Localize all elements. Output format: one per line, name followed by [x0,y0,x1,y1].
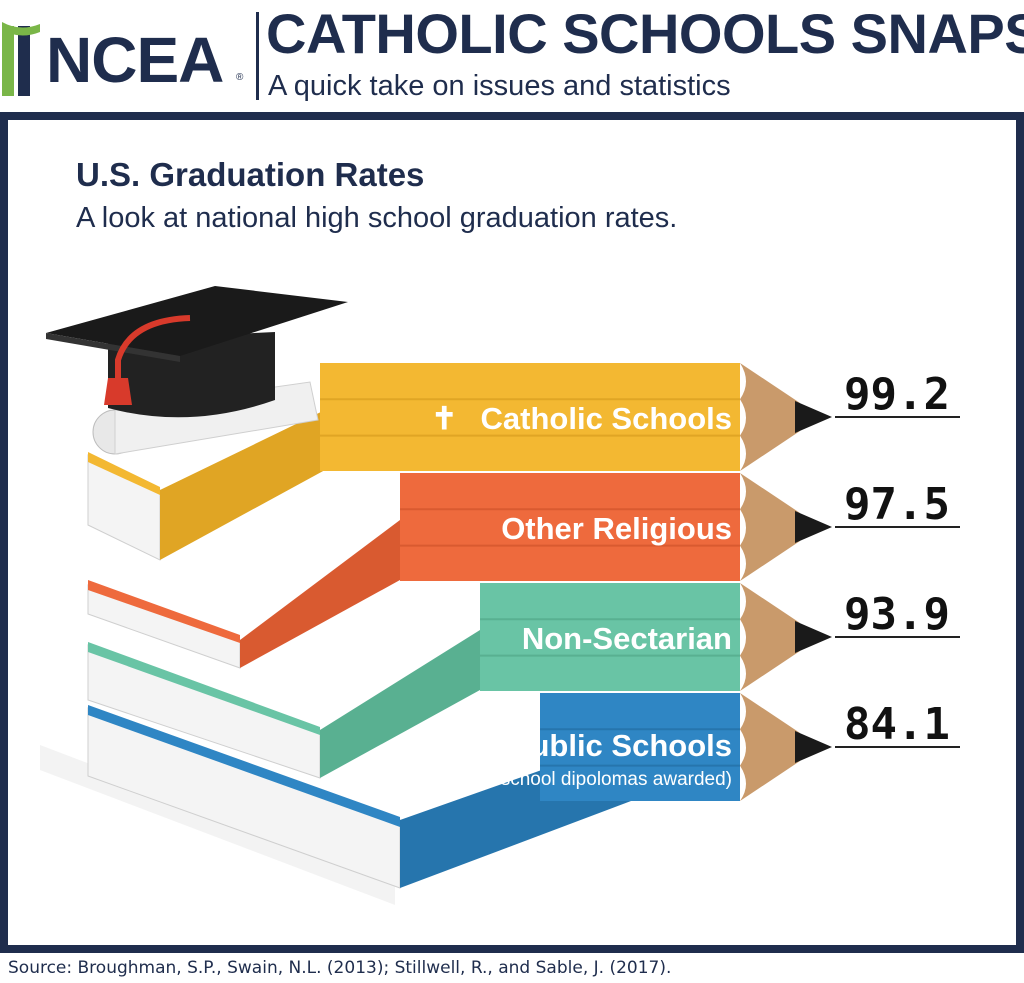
bar-group-catholic: Catholic Schools ✝ 99.2 [320,363,960,471]
pencil-tip-wood [740,473,800,581]
bar-group-public: Public Schools (actual high school dipolo… [397,693,960,801]
page-subtitle: A quick take on issues and statistics [268,70,731,102]
value-label-non-sectarian: 93.9 [844,589,950,640]
bar-label-other-religious: Other Religious [501,511,732,546]
pencil-tip-wood [740,693,800,801]
logo-registered-mark: ® [236,72,244,83]
bar-public [540,693,740,801]
chart-subtitle: A look at national high school graduatio… [76,202,678,234]
value-label-other-religious: 97.5 [844,479,950,530]
page-title: CATHOLIC SCHOOLS SNAPS [266,2,1024,65]
pencil-tip-wood [740,583,800,691]
bar-label-catholic: Catholic Schools [481,401,732,436]
pencil-tip-lead [795,401,832,433]
source-citation: Source: Broughman, S.P., Swain, N.L. (20… [8,958,672,978]
pencil-tip-lead [795,731,832,763]
ncea-logo: NCEA ® [0,8,250,103]
pencil-tip-wood [740,363,800,471]
bar-catholic [320,363,740,471]
pencil-tip-lead [795,511,832,543]
graduation-cap-icon [46,286,348,418]
bars-layer: Catholic Schools ✝ 99.2 Other Religious 97.5… [320,363,960,801]
bar-group-non-sectarian: Non-Sectarian 93.9 [480,583,960,691]
bar-label-public: Public Schools [510,728,732,763]
bar-other-religious [400,473,740,581]
bar-note-public: (actual high school dipolomas awarded) [397,769,732,790]
cross-icon: ✝ [431,401,457,436]
logo-mark-icon [2,22,40,96]
header-divider [256,12,259,100]
pencil-tip-lead [795,621,832,653]
bar-label-non-sectarian: Non-Sectarian [522,621,732,656]
bar-non-sectarian [480,583,740,691]
chart-title: U.S. Graduation Rates [76,156,425,193]
value-label-public: 84.1 [844,699,950,750]
bar-group-other-religious: Other Religious 97.5 [400,473,960,581]
logo-text: NCEA [46,24,224,96]
header: NCEA ® CATHOLIC SCHOOLS SNAPS A quick ta… [0,0,1024,108]
value-label-catholic: 99.2 [844,369,950,420]
